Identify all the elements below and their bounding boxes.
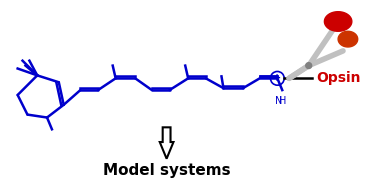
Text: H: H xyxy=(279,96,286,106)
Text: +: + xyxy=(273,73,282,83)
Text: Opsin: Opsin xyxy=(317,71,361,85)
Text: Model systems: Model systems xyxy=(103,163,231,178)
Circle shape xyxy=(306,63,312,69)
Polygon shape xyxy=(324,12,352,31)
Polygon shape xyxy=(160,127,174,159)
Polygon shape xyxy=(338,31,358,47)
Text: N: N xyxy=(275,96,282,106)
